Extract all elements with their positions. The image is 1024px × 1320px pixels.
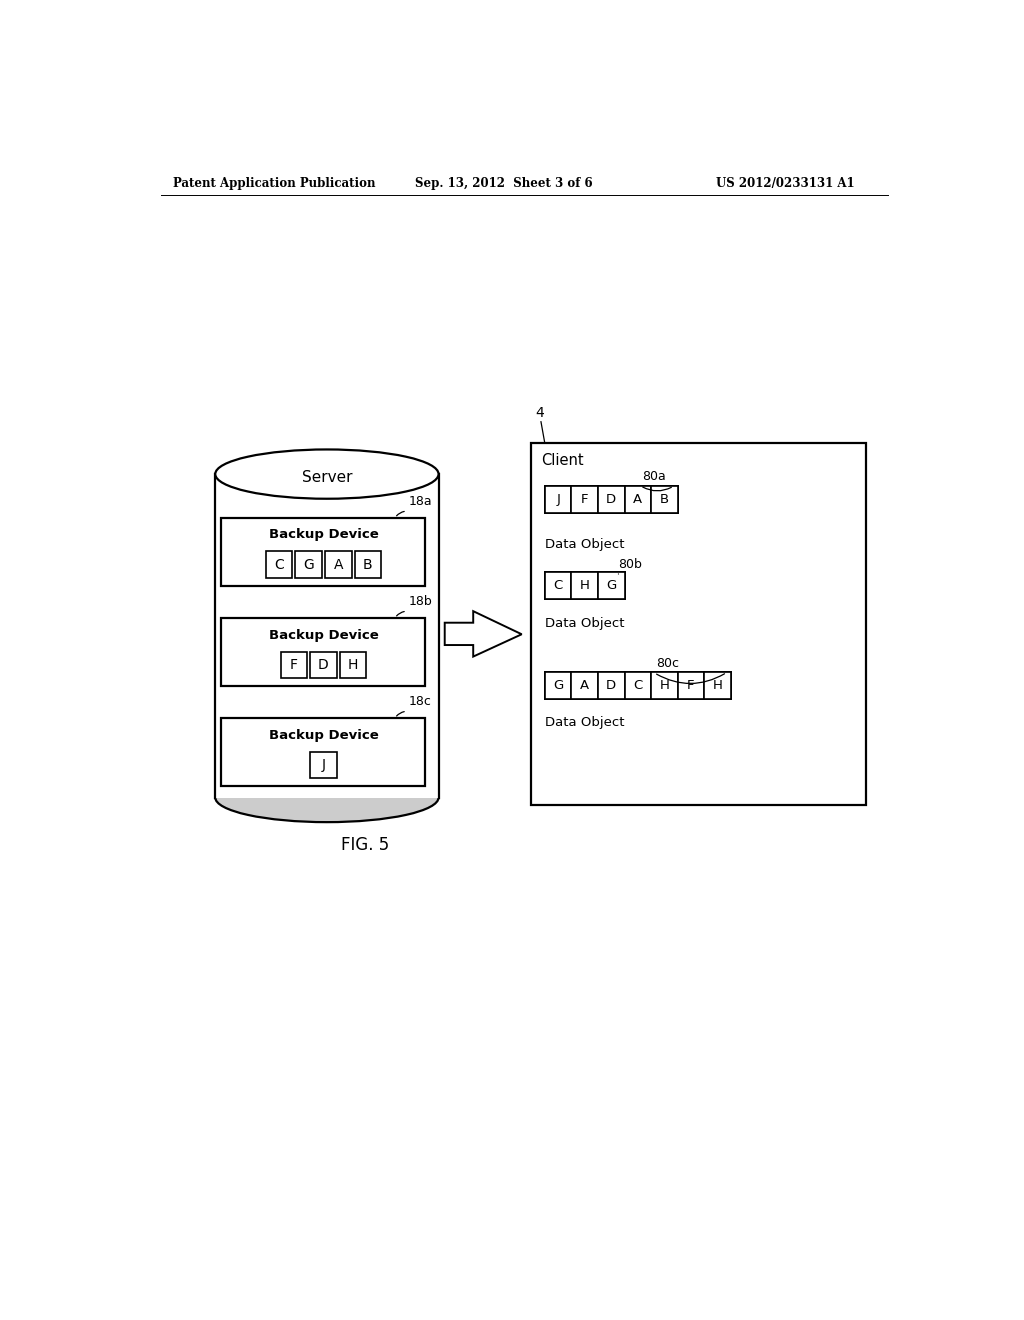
Text: 18c: 18c [409, 696, 431, 708]
Text: 80a: 80a [643, 470, 667, 483]
Bar [325, 552, 351, 578]
Bar [598, 573, 625, 599]
Bar [571, 672, 598, 700]
Bar [265, 552, 292, 578]
Text: 80c: 80c [656, 656, 680, 669]
Text: B: B [659, 492, 669, 506]
Text: D: D [606, 680, 616, 692]
Bar [221, 718, 425, 785]
Text: G: G [606, 579, 616, 593]
Text: F: F [290, 657, 298, 672]
Text: C: C [274, 558, 284, 572]
Text: H: H [713, 680, 722, 692]
Bar [545, 573, 571, 599]
Text: 4: 4 [536, 407, 545, 420]
Bar [571, 486, 598, 512]
Bar [678, 672, 705, 700]
Text: Server: Server [302, 470, 352, 486]
Text: Backup Device: Backup Device [268, 729, 378, 742]
Text: Patent Application Publication: Patent Application Publication [173, 177, 376, 190]
Text: B: B [364, 558, 373, 572]
Text: J: J [556, 492, 560, 506]
Bar [625, 486, 651, 512]
Bar [221, 517, 425, 586]
Text: C: C [633, 680, 642, 692]
Bar [545, 486, 571, 512]
Bar [625, 672, 651, 700]
Text: 18b: 18b [409, 595, 432, 609]
Bar [281, 652, 307, 678]
Bar [598, 672, 625, 700]
Text: F: F [687, 680, 694, 692]
Text: H: H [659, 680, 670, 692]
Bar [295, 552, 322, 578]
Text: Data Object: Data Object [545, 715, 625, 729]
Text: 18a: 18a [409, 495, 432, 508]
Text: FIG. 5: FIG. 5 [341, 837, 389, 854]
Text: Backup Device: Backup Device [268, 628, 378, 642]
Bar [354, 552, 381, 578]
Text: G: G [553, 680, 563, 692]
Text: US 2012/0233131 A1: US 2012/0233131 A1 [716, 177, 854, 190]
Text: Data Object: Data Object [545, 539, 625, 552]
Text: D: D [606, 492, 616, 506]
Text: G: G [303, 558, 314, 572]
Bar [545, 672, 571, 700]
Text: C: C [554, 579, 563, 593]
Text: H: H [348, 657, 358, 672]
Bar [310, 652, 337, 678]
Text: D: D [318, 657, 329, 672]
Text: A: A [633, 492, 642, 506]
Ellipse shape [215, 450, 438, 499]
Bar [651, 486, 678, 512]
Text: F: F [581, 492, 589, 506]
Bar [598, 486, 625, 512]
Bar [545, 672, 731, 700]
Bar [531, 444, 866, 805]
Text: Backup Device: Backup Device [268, 528, 378, 541]
Ellipse shape [215, 774, 438, 822]
Bar [310, 751, 337, 779]
Text: J: J [322, 758, 326, 772]
Bar [705, 672, 731, 700]
Bar [221, 618, 425, 686]
Text: A: A [581, 680, 589, 692]
Text: Client: Client [541, 453, 584, 467]
Polygon shape [444, 611, 521, 656]
Text: Sep. 13, 2012  Sheet 3 of 6: Sep. 13, 2012 Sheet 3 of 6 [416, 177, 593, 190]
Text: 80b: 80b [617, 558, 642, 572]
Bar [340, 652, 367, 678]
Bar [215, 474, 438, 797]
Bar [545, 486, 678, 512]
Bar [651, 672, 678, 700]
Text: Data Object: Data Object [545, 616, 625, 630]
Bar [571, 573, 598, 599]
Text: A: A [334, 558, 343, 572]
Bar [545, 573, 625, 599]
Text: H: H [580, 579, 590, 593]
